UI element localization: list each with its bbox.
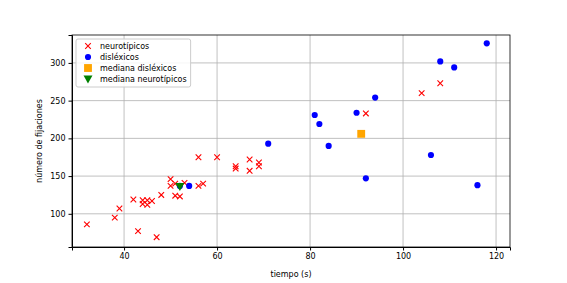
tick-mark — [124, 247, 125, 251]
point — [437, 58, 443, 64]
points — [84, 40, 490, 240]
tick-label: 80 — [305, 252, 315, 261]
legend-label: neurotípicos — [100, 42, 149, 51]
tick: 60 — [212, 247, 222, 261]
y-axis-title: número de fijaciones — [35, 99, 44, 183]
point — [265, 141, 271, 147]
legend-marker — [84, 64, 92, 72]
tick: 40 — [119, 247, 129, 261]
point — [247, 168, 253, 174]
point — [112, 215, 118, 221]
tick-mark — [403, 247, 404, 251]
tick: 200 — [50, 134, 72, 143]
point — [196, 154, 202, 160]
point — [149, 198, 155, 204]
point — [326, 143, 332, 149]
tick-label: 60 — [212, 252, 222, 261]
grid-line — [72, 138, 510, 139]
point — [437, 80, 443, 86]
x-axis-title: tiempo (s) — [271, 270, 312, 279]
point — [131, 197, 137, 203]
point — [154, 234, 160, 240]
legend-label: mediana neurotípicos — [100, 75, 187, 84]
legend-marker — [85, 43, 91, 49]
point — [316, 121, 322, 127]
point — [484, 40, 490, 46]
tick-label: 40 — [119, 252, 129, 261]
tick-mark — [310, 247, 311, 251]
grid-line — [72, 100, 510, 101]
legend-marker — [84, 75, 93, 83]
legend-label: disléxicos — [100, 52, 139, 62]
tick-label: 150 — [50, 172, 65, 181]
point — [84, 222, 90, 228]
legend: neurotípicosdisléxicosmediana disléxicos… — [76, 39, 191, 87]
tick-mark — [496, 247, 497, 251]
tick: 120 — [489, 247, 504, 261]
point — [363, 111, 369, 117]
legend-marker — [85, 54, 91, 60]
legend-label: mediana disléxicos — [100, 63, 176, 73]
grid-line — [310, 35, 311, 247]
grid-line — [72, 176, 510, 177]
legend-box — [76, 39, 191, 87]
tick-label: 100 — [396, 252, 411, 261]
point — [233, 163, 239, 169]
point — [363, 175, 369, 181]
tick: 150 — [50, 172, 72, 181]
point — [428, 152, 434, 158]
tick-label: 100 — [50, 210, 65, 219]
tick-mark — [217, 247, 218, 251]
tick-mark — [69, 176, 73, 177]
point — [312, 112, 318, 118]
tick: 100 — [50, 210, 72, 219]
tick: 250 — [50, 97, 72, 106]
grid-line — [217, 35, 218, 247]
grid-line — [403, 35, 404, 247]
plot-frame — [72, 35, 510, 247]
x-axis: 40 60 80 100 120 — [73, 247, 511, 261]
tick: 300 — [50, 59, 72, 68]
point — [175, 183, 184, 191]
point — [474, 182, 480, 188]
tick-label: 120 — [489, 252, 504, 261]
point — [177, 194, 183, 200]
point — [256, 163, 262, 169]
chart: 40 60 80 100 120 100 150 200 250 300 tiempo (s) núm… — [0, 0, 567, 283]
tick-mark — [69, 63, 73, 64]
point — [214, 154, 220, 160]
point — [135, 228, 141, 234]
tick-label: 250 — [50, 97, 65, 106]
axis-line — [73, 248, 511, 251]
point — [372, 95, 378, 101]
tick-mark — [69, 138, 73, 139]
tick-mark — [69, 101, 73, 102]
tick: 100 — [396, 247, 411, 261]
y-axis: 100 150 200 250 300 — [50, 36, 72, 248]
point — [158, 192, 164, 198]
point — [357, 130, 365, 138]
tick: 80 — [305, 247, 315, 261]
grid — [72, 35, 510, 247]
point — [200, 181, 206, 187]
point — [247, 157, 253, 163]
point — [419, 90, 425, 96]
tick-label: 200 — [50, 134, 65, 143]
grid-line — [72, 213, 510, 214]
point — [451, 64, 457, 70]
grid-line — [496, 35, 497, 247]
tick-mark — [69, 214, 73, 215]
tick-label: 300 — [50, 59, 65, 68]
point — [353, 110, 359, 116]
point — [186, 183, 192, 189]
point — [117, 206, 123, 212]
